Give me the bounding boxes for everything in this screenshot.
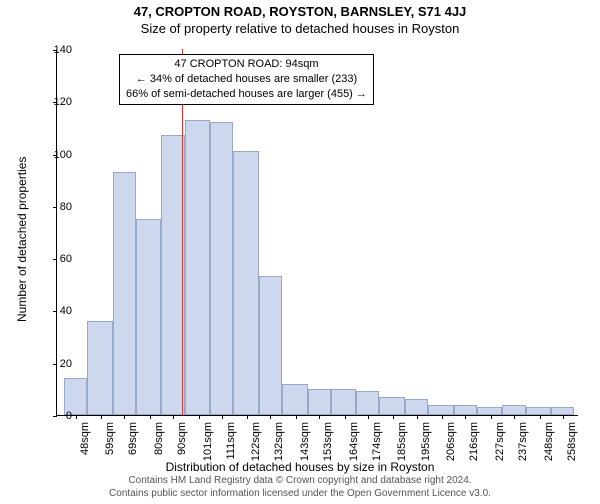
- xtick-label: 185sqm: [396, 422, 408, 461]
- xtick-label: 101sqm: [202, 422, 214, 461]
- y-axis-label: Number of detached properties: [15, 157, 29, 322]
- ytick-label: 140: [42, 44, 72, 56]
- xtick-mark: [319, 415, 320, 419]
- xtick-mark: [417, 415, 418, 419]
- xtick-label: 48sqm: [79, 422, 91, 455]
- x-axis-label: Distribution of detached houses by size …: [0, 460, 600, 474]
- footer-line-1: Contains HM Land Registry data © Crown c…: [0, 475, 600, 488]
- histogram-bar: [233, 151, 259, 415]
- histogram-bar: [477, 407, 503, 415]
- ytick-label: 80: [42, 201, 72, 213]
- xtick-label: 227sqm: [494, 422, 506, 461]
- xtick-label: 164sqm: [348, 422, 360, 461]
- chart-container: 47 CROPTON ROAD: 94sqm← 34% of detached …: [56, 50, 578, 416]
- chart-title-main: 47, CROPTON ROAD, ROYSTON, BARNSLEY, S71…: [0, 4, 600, 19]
- xtick-label: 206sqm: [445, 422, 457, 461]
- xtick-mark: [222, 415, 223, 419]
- ytick-label: 20: [42, 358, 72, 370]
- histogram-bar: [428, 405, 454, 415]
- xtick-mark: [563, 415, 564, 419]
- xtick-label: 69sqm: [127, 422, 139, 455]
- annotation-line: 47 CROPTON ROAD: 94sqm: [126, 57, 367, 72]
- xtick-mark: [247, 415, 248, 419]
- xtick-mark: [173, 415, 174, 419]
- histogram-bar: [356, 391, 379, 415]
- plot-area: 47 CROPTON ROAD: 94sqm← 34% of detached …: [56, 50, 578, 416]
- histogram-bar: [161, 135, 184, 415]
- xtick-label: 111sqm: [225, 422, 237, 460]
- histogram-bar: [526, 407, 552, 415]
- xtick-label: 132sqm: [273, 422, 285, 461]
- xtick-mark: [540, 415, 541, 419]
- xtick-mark: [393, 415, 394, 419]
- xtick-mark: [150, 415, 151, 419]
- histogram-bar: [331, 389, 357, 415]
- histogram-bar: [551, 407, 574, 415]
- annotation-line: 66% of semi-detached houses are larger (…: [126, 87, 367, 102]
- xtick-label: 174sqm: [371, 422, 383, 461]
- histogram-bar: [379, 397, 405, 415]
- histogram-bar: [308, 389, 331, 415]
- xtick-mark: [270, 415, 271, 419]
- histogram-bar: [259, 276, 282, 415]
- annotation-box: 47 CROPTON ROAD: 94sqm← 34% of detached …: [119, 54, 374, 105]
- footer-line-2: Contains public sector information licen…: [0, 488, 600, 501]
- ytick-label: 0: [42, 410, 72, 422]
- xtick-label: 248sqm: [543, 422, 555, 461]
- histogram-bar: [136, 219, 162, 415]
- xtick-label: 122sqm: [250, 422, 262, 461]
- xtick-mark: [465, 415, 466, 419]
- histogram-bar: [185, 120, 211, 415]
- xtick-label: 80sqm: [153, 422, 165, 455]
- xtick-mark: [491, 415, 492, 419]
- xtick-mark: [442, 415, 443, 419]
- xtick-mark: [124, 415, 125, 419]
- ytick-label: 60: [42, 253, 72, 265]
- histogram-bar: [113, 172, 136, 415]
- xtick-label: 153sqm: [322, 422, 334, 461]
- histogram-bar: [87, 321, 113, 415]
- histogram-bar: [210, 122, 233, 415]
- xtick-label: 258sqm: [566, 422, 578, 461]
- histogram-bar: [502, 405, 525, 415]
- ytick-label: 120: [42, 96, 72, 108]
- xtick-label: 90sqm: [176, 422, 188, 455]
- xtick-label: 143sqm: [299, 422, 311, 461]
- xtick-label: 216sqm: [468, 422, 480, 461]
- xtick-label: 195sqm: [420, 422, 432, 461]
- xtick-mark: [76, 415, 77, 419]
- xtick-label: 59sqm: [104, 422, 116, 455]
- annotation-line: ← 34% of detached houses are smaller (23…: [126, 72, 367, 87]
- xtick-label: 237sqm: [517, 422, 529, 461]
- xtick-mark: [296, 415, 297, 419]
- xtick-mark: [199, 415, 200, 419]
- histogram-bar: [454, 405, 477, 415]
- histogram-bar: [282, 384, 308, 415]
- xtick-mark: [101, 415, 102, 419]
- histogram-bar: [405, 399, 428, 415]
- xtick-mark: [514, 415, 515, 419]
- xtick-mark: [368, 415, 369, 419]
- ytick-label: 100: [42, 149, 72, 161]
- chart-title-sub: Size of property relative to detached ho…: [0, 21, 600, 36]
- ytick-label: 40: [42, 305, 72, 317]
- footer-attribution: Contains HM Land Registry data © Crown c…: [0, 475, 600, 500]
- xtick-mark: [345, 415, 346, 419]
